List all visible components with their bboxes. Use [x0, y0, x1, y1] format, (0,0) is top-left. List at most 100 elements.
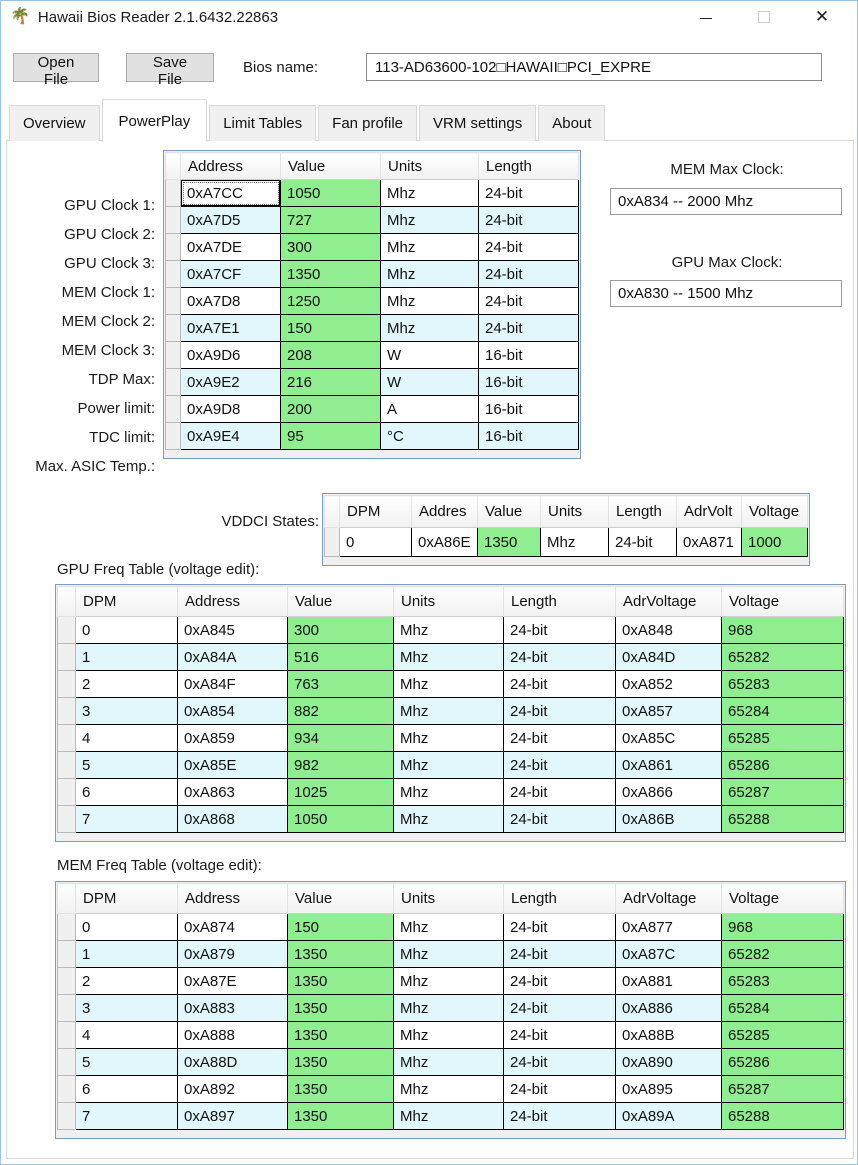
grid-cell[interactable]: 65287 — [721, 1075, 844, 1103]
grid-cell[interactable]: Mhz — [380, 179, 479, 207]
grid-cell[interactable]: 0xA7CC — [180, 179, 281, 207]
row-header[interactable] — [165, 287, 181, 315]
grid-cell[interactable]: 0xA87E — [177, 967, 288, 995]
row-header[interactable] — [165, 395, 181, 423]
grid-cell[interactable]: 0xA883 — [177, 994, 288, 1022]
grid-cell[interactable]: 882 — [287, 697, 394, 725]
grid-cell[interactable]: 0xA7D5 — [180, 206, 281, 234]
grid-cell[interactable]: 0xA85C — [615, 724, 722, 752]
grid-cell[interactable]: 1350 — [287, 1021, 394, 1049]
row-header[interactable] — [165, 368, 181, 396]
tab-powerplay[interactable]: PowerPlay — [101, 99, 208, 142]
grid-cell[interactable]: 24-bit — [608, 527, 677, 557]
column-header[interactable]: Voltage — [741, 495, 808, 528]
grid-cell[interactable]: 0xA84D — [615, 643, 722, 671]
grid-cell[interactable]: 0 — [75, 913, 178, 941]
grid-cell[interactable]: 24-bit — [478, 287, 579, 315]
open-file-button[interactable]: Open File — [13, 53, 99, 88]
grid-cell[interactable]: 0 — [75, 616, 178, 644]
grid-cell[interactable]: 24-bit — [503, 724, 616, 752]
grid-cell[interactable]: 208 — [280, 341, 381, 369]
column-header[interactable]: Address — [180, 152, 281, 180]
grid-cell[interactable]: 5 — [75, 751, 178, 779]
row-header[interactable] — [165, 179, 181, 207]
row-header[interactable] — [165, 260, 181, 288]
row-header[interactable] — [57, 643, 76, 671]
grid-cell[interactable]: 1350 — [287, 940, 394, 968]
grid-cell[interactable]: 65284 — [721, 697, 844, 725]
row-header[interactable] — [57, 967, 76, 995]
grid-cell[interactable]: Mhz — [393, 616, 504, 644]
grid-cell[interactable]: 24-bit — [503, 1048, 616, 1076]
column-header[interactable]: Address — [177, 586, 288, 617]
grid-cell[interactable]: 65285 — [721, 724, 844, 752]
grid-cell[interactable]: 65284 — [721, 994, 844, 1022]
grid-cell[interactable]: Mhz — [393, 1021, 504, 1049]
grid-cell[interactable]: A — [380, 395, 479, 423]
grid-cell[interactable]: Mhz — [393, 913, 504, 941]
grid-cell[interactable]: 6 — [75, 1075, 178, 1103]
grid-cell[interactable]: 24-bit — [478, 233, 579, 261]
grid-cell[interactable]: 1350 — [287, 1102, 394, 1130]
column-header[interactable]: Value — [287, 883, 394, 914]
grid-cell[interactable]: 24-bit — [503, 616, 616, 644]
grid-cell[interactable]: Mhz — [393, 1048, 504, 1076]
grid-cell[interactable]: Mhz — [393, 697, 504, 725]
grid-cell[interactable]: 7 — [75, 1102, 178, 1130]
grid-cell[interactable]: 150 — [287, 913, 394, 941]
grid-cell[interactable]: 0xA895 — [615, 1075, 722, 1103]
row-header[interactable] — [165, 314, 181, 342]
grid-cell[interactable]: 0xA886 — [615, 994, 722, 1022]
grid-cell[interactable]: 0xA845 — [177, 616, 288, 644]
grid-cell[interactable]: 24-bit — [503, 805, 616, 833]
grid-cell[interactable]: 0xA88D — [177, 1048, 288, 1076]
grid-cell[interactable]: 65285 — [721, 1021, 844, 1049]
row-header[interactable] — [165, 206, 181, 234]
grid-cell[interactable]: 1250 — [280, 287, 381, 315]
row-header[interactable] — [57, 994, 76, 1022]
grid-cell[interactable]: 3 — [75, 697, 178, 725]
column-header[interactable]: Value — [280, 152, 381, 180]
grid-cell[interactable]: Mhz — [393, 1075, 504, 1103]
column-header[interactable]: Value — [477, 495, 541, 528]
row-header[interactable] — [324, 527, 340, 557]
grid-cell[interactable]: 0xA848 — [615, 616, 722, 644]
column-header[interactable]: DPM — [339, 495, 412, 528]
column-header[interactable]: AdrVolt — [676, 495, 742, 528]
row-header[interactable] — [57, 724, 76, 752]
column-header[interactable]: Units — [540, 495, 609, 528]
grid-cell[interactable]: 65283 — [721, 670, 844, 698]
row-header[interactable] — [165, 233, 181, 261]
row-header[interactable] — [57, 751, 76, 779]
grid-cell[interactable]: 24-bit — [503, 940, 616, 968]
save-file-button[interactable]: Save File — [126, 53, 214, 88]
grid-cell[interactable]: 24-bit — [503, 1021, 616, 1049]
grid-cell[interactable]: 16-bit — [478, 341, 579, 369]
grid-cell[interactable]: 0xA9D6 — [180, 341, 281, 369]
grid-cell[interactable]: 24-bit — [503, 1075, 616, 1103]
grid-cell[interactable]: 763 — [287, 670, 394, 698]
grid-cell[interactable]: 65282 — [721, 940, 844, 968]
grid-cell[interactable]: 0xA9E4 — [180, 422, 281, 450]
gpu-max-clock-input[interactable] — [610, 280, 842, 307]
row-header[interactable] — [165, 422, 181, 450]
grid-cell[interactable]: 1350 — [280, 260, 381, 288]
grid-cell[interactable]: 0xA89A — [615, 1102, 722, 1130]
grid-cell[interactable]: 0xA86E — [411, 527, 478, 557]
grid-cell[interactable]: 16-bit — [478, 422, 579, 450]
grid-cell[interactable]: 1350 — [477, 527, 541, 557]
grid-cell[interactable]: 0xA871 — [676, 527, 742, 557]
grid-cell[interactable]: 1050 — [287, 805, 394, 833]
grid-cell[interactable]: 0xA859 — [177, 724, 288, 752]
grid-cell[interactable]: 0xA7DE — [180, 233, 281, 261]
grid-cell[interactable]: Mhz — [393, 994, 504, 1022]
column-header[interactable]: Value — [287, 586, 394, 617]
grid-cell[interactable]: 1350 — [287, 994, 394, 1022]
grid-cell[interactable]: 65283 — [721, 967, 844, 995]
grid-cell[interactable]: 24-bit — [503, 1102, 616, 1130]
grid-cell[interactable]: 24-bit — [503, 967, 616, 995]
grid-cell[interactable]: 0xA7E1 — [180, 314, 281, 342]
grid-cell[interactable]: 24-bit — [478, 260, 579, 288]
grid-cell[interactable]: 24-bit — [478, 314, 579, 342]
column-header[interactable]: Address — [177, 883, 288, 914]
